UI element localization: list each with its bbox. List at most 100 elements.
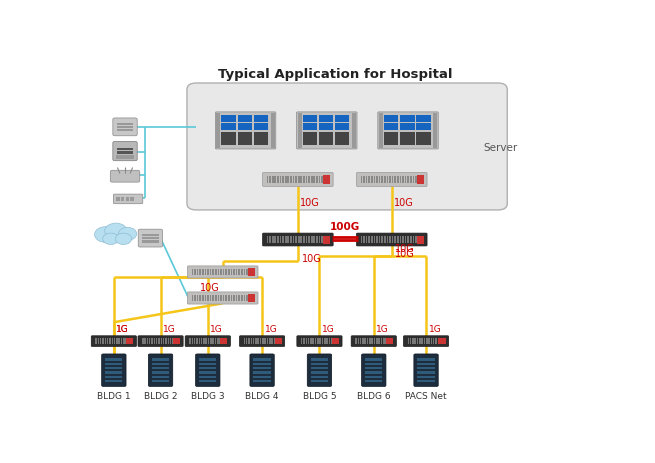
Text: 1G: 1G <box>265 325 277 334</box>
Text: 1G: 1G <box>163 325 176 334</box>
Bar <box>253 371 271 374</box>
Bar <box>402 175 404 183</box>
FancyBboxPatch shape <box>196 354 220 387</box>
Bar <box>253 132 268 145</box>
Bar <box>326 338 328 344</box>
Bar <box>311 363 328 365</box>
Bar <box>236 269 238 275</box>
Bar <box>189 338 191 344</box>
Bar <box>311 175 312 183</box>
FancyBboxPatch shape <box>297 336 342 346</box>
Bar <box>231 269 233 275</box>
Bar <box>322 338 324 344</box>
Bar <box>293 236 294 243</box>
Text: BLDG 6: BLDG 6 <box>357 392 390 401</box>
Bar <box>288 236 289 243</box>
Bar <box>221 123 236 130</box>
Bar <box>152 363 169 365</box>
Bar <box>319 115 333 122</box>
Bar <box>400 123 415 130</box>
Bar <box>212 338 214 344</box>
Text: 10G: 10G <box>301 198 320 208</box>
Bar <box>314 175 315 183</box>
Bar <box>253 123 268 130</box>
Bar <box>322 175 323 183</box>
Bar <box>326 175 328 183</box>
Bar <box>238 132 252 145</box>
Bar <box>244 269 245 275</box>
Bar <box>402 236 404 243</box>
Bar <box>371 236 373 243</box>
Bar <box>117 126 133 128</box>
Bar <box>165 338 166 344</box>
FancyBboxPatch shape <box>138 229 162 247</box>
Bar <box>303 338 305 344</box>
Bar <box>126 197 129 201</box>
Bar <box>210 338 212 344</box>
Bar <box>278 338 280 344</box>
FancyBboxPatch shape <box>240 336 285 346</box>
Bar <box>386 175 388 183</box>
Bar <box>371 338 373 344</box>
Bar <box>373 236 375 243</box>
Bar <box>308 338 309 344</box>
Bar <box>311 367 328 369</box>
Bar <box>117 148 133 150</box>
Bar <box>271 338 273 344</box>
FancyBboxPatch shape <box>102 354 126 387</box>
Bar <box>219 338 221 344</box>
Bar <box>228 269 230 275</box>
Bar <box>413 175 414 183</box>
Text: 1G: 1G <box>376 325 389 334</box>
Bar <box>276 338 278 344</box>
Bar <box>267 236 269 243</box>
Bar <box>394 236 396 243</box>
Bar <box>170 338 172 344</box>
Bar <box>419 338 421 344</box>
Bar <box>204 269 206 275</box>
FancyBboxPatch shape <box>113 194 143 204</box>
Bar <box>220 295 222 301</box>
Bar <box>421 338 423 344</box>
Bar <box>238 123 252 130</box>
Bar <box>368 236 370 243</box>
Bar <box>121 338 122 344</box>
Bar <box>405 175 407 183</box>
FancyBboxPatch shape <box>356 233 427 246</box>
Bar <box>221 115 236 122</box>
Bar <box>280 175 282 183</box>
Bar <box>295 175 297 183</box>
FancyBboxPatch shape <box>297 112 357 149</box>
FancyBboxPatch shape <box>149 354 173 387</box>
Bar <box>144 338 146 344</box>
Circle shape <box>105 223 127 239</box>
Bar <box>253 380 271 382</box>
Bar <box>442 338 443 344</box>
Bar <box>272 175 274 183</box>
Bar <box>311 236 312 243</box>
Text: Server: Server <box>483 143 517 153</box>
Bar <box>250 338 252 344</box>
Bar <box>269 338 271 344</box>
Bar <box>130 197 134 201</box>
Bar <box>199 375 216 378</box>
Bar <box>246 338 248 344</box>
Bar <box>154 338 155 344</box>
Bar <box>207 295 209 301</box>
Text: BLDG 3: BLDG 3 <box>191 392 225 401</box>
Bar <box>265 338 266 344</box>
Circle shape <box>119 227 137 240</box>
Bar <box>371 175 373 183</box>
Bar <box>431 338 432 344</box>
Bar <box>381 338 383 344</box>
Bar <box>410 338 411 344</box>
FancyBboxPatch shape <box>378 112 438 149</box>
Bar <box>267 175 269 183</box>
Bar <box>306 236 307 243</box>
Bar <box>407 338 409 344</box>
Bar <box>105 375 122 378</box>
Bar <box>298 236 299 243</box>
Bar <box>433 113 438 148</box>
Bar <box>324 175 326 183</box>
Bar <box>244 295 245 301</box>
